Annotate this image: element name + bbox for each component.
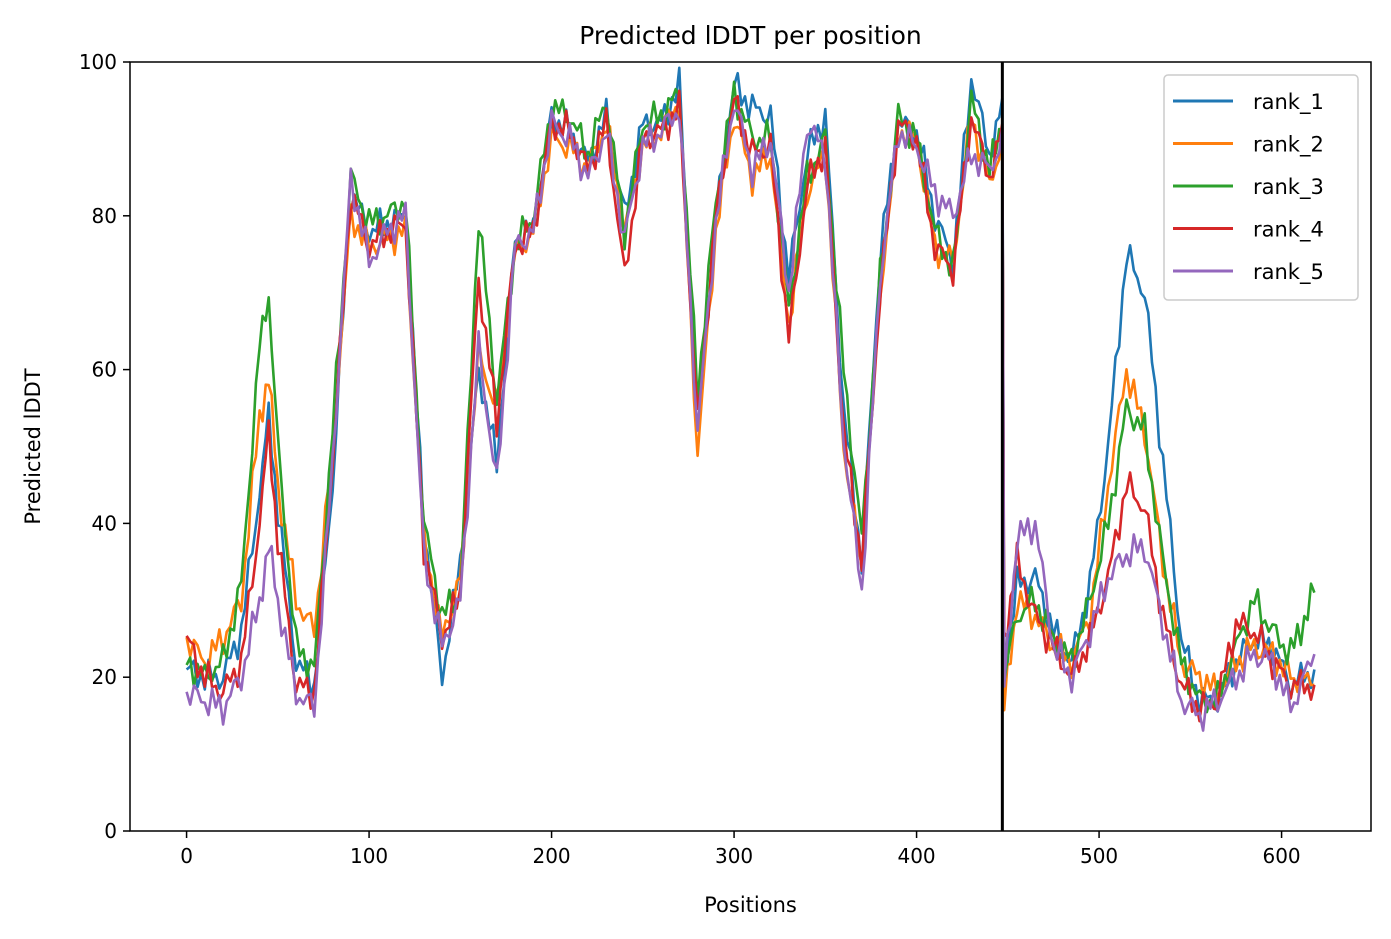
legend-label: rank_2: [1253, 133, 1324, 158]
axis-ticks: 0 100 200 300 400 500 600 0 20 40 60 80 100: [79, 50, 1301, 868]
x-tick-label: 100: [350, 844, 388, 868]
series-line-rank_4: [185, 89, 1316, 723]
x-axis-label: Positions: [704, 893, 797, 917]
x-tick-label: 600: [1262, 844, 1300, 868]
series-line-rank_1: [185, 66, 1316, 718]
legend-box: [1163, 74, 1359, 301]
y-tick-label: 80: [92, 204, 117, 228]
x-tick-label: 200: [532, 844, 570, 868]
x-tick-label: 500: [1080, 844, 1118, 868]
y-tick-label: 60: [92, 358, 117, 382]
legend-label: rank_1: [1253, 90, 1324, 115]
y-tick-label: 40: [92, 511, 117, 535]
y-tick-label: 100: [79, 50, 117, 74]
series-line-rank_3: [185, 80, 1316, 714]
legend-label: rank_3: [1253, 175, 1324, 200]
chart-title: Predicted lDDT per position: [579, 21, 921, 50]
x-tick-label: 0: [180, 844, 193, 868]
legend: rank_1 rank_2 rank_3 rank_4 rank_5: [1163, 74, 1359, 301]
legend-label: rank_5: [1253, 260, 1324, 285]
x-tick-label: 300: [715, 844, 753, 868]
series-line-rank_5: [185, 109, 1316, 732]
y-tick-label: 0: [104, 819, 117, 843]
series-lines: [185, 66, 1316, 732]
legend-label: rank_4: [1253, 218, 1324, 243]
y-tick-label: 20: [92, 665, 117, 689]
axes-frame: [129, 61, 1372, 832]
x-tick-label: 400: [897, 844, 935, 868]
y-axis-label: Predicted lDDT: [21, 368, 45, 524]
